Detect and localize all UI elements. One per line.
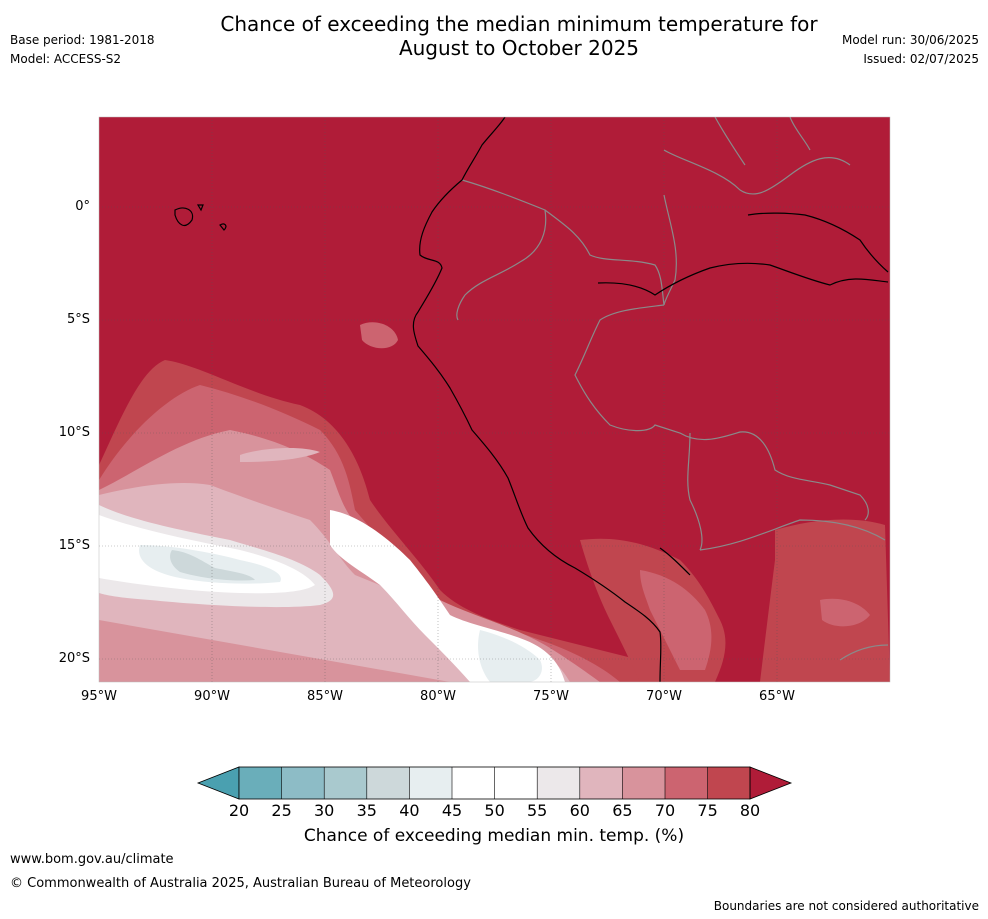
base-period-text: Base period: 1981-2018 — [10, 33, 155, 47]
colorbar-tick-50: 50 — [484, 801, 505, 820]
coastline — [174, 117, 889, 682]
colorbar-bin-70-75 — [665, 767, 708, 799]
graticule — [99, 117, 890, 682]
colorbar-tick-70: 70 — [654, 801, 676, 820]
lon-label-90w: 90°W — [194, 689, 230, 704]
colorbar-bin-25-30 — [281, 767, 325, 799]
colorbar-tick-35: 35 — [356, 801, 377, 820]
lon-label-75w: 75°W — [533, 689, 569, 704]
colorbar-tick-60: 60 — [569, 801, 590, 820]
model-text: Model: ACCESS-S2 — [10, 52, 122, 66]
lon-label-70w: 70°W — [646, 689, 682, 704]
patch-east-70-75 — [820, 598, 870, 627]
lon-label-80w: 80°W — [420, 689, 456, 704]
lon-label-95w: 95°W — [81, 689, 117, 704]
colorbar-bin-50-55 — [494, 767, 538, 799]
colorbar-bin-35-40 — [366, 767, 410, 799]
lat-label-20s: 20°S — [58, 651, 90, 666]
patch-near-6s — [360, 322, 398, 349]
colorbar-tick-45: 45 — [441, 801, 463, 820]
colorbar-tick-80: 80 — [739, 801, 761, 820]
colorbar-tick-20: 20 — [228, 801, 250, 820]
lat-label-15s: 15°S — [58, 538, 90, 553]
colorbar-tick-40: 40 — [399, 801, 420, 820]
colorbar-bin-55-60 — [537, 767, 580, 799]
issued-text: Issued: 02/07/2025 — [863, 52, 979, 66]
colorbar-extend-low — [196, 766, 240, 800]
colorbar-tick-55: 55 — [527, 801, 548, 820]
country-boundaries — [456, 117, 889, 661]
patch-near-11s — [240, 448, 320, 462]
colorbar-tick-75: 75 — [697, 801, 718, 820]
map-title: Chance of exceeding the median minimum t… — [0, 12, 988, 60]
colorbar-bin-20-25 — [239, 767, 282, 799]
lat-label-10s: 10°S — [58, 425, 90, 440]
map-frame — [98, 116, 891, 683]
title-line-1: Chance of exceeding the median minimum t… — [220, 12, 818, 36]
title-line-2: August to October 2025 — [398, 36, 640, 60]
colorbar-tick-25: 25 — [271, 801, 292, 820]
colorbar-bin-40-45 — [409, 767, 452, 799]
colorbar-bin-65-70 — [622, 767, 665, 799]
colorbar-bin-45-50 — [452, 767, 495, 799]
colorbar-bin-75-80 — [707, 767, 750, 799]
lon-label-85w: 85°W — [307, 689, 343, 704]
colorbar-tick-30: 30 — [314, 801, 335, 820]
boundaries-disclaimer: Boundaries are not considered authoritat… — [713, 899, 979, 913]
colorbar-title: Chance of exceeding median min. temp. (%… — [303, 826, 685, 846]
map-field — [99, 117, 890, 682]
region-coastal-40-45 — [478, 630, 542, 682]
colorbar-tick-65: 65 — [612, 801, 633, 820]
colorbar-extend-high — [749, 766, 793, 800]
region-altiplano-70-75 — [640, 570, 712, 670]
lat-label-5s: 5°S — [66, 312, 90, 327]
region-35-40 — [170, 550, 255, 581]
colorbar-bin-30-35 — [324, 767, 367, 799]
colorbar-dividers — [281, 767, 708, 799]
colorbar-bin-60-65 — [579, 767, 623, 799]
lat-label-0: 0° — [75, 199, 90, 214]
copyright-text: © Commonwealth of Australia 2025, Austra… — [10, 876, 471, 891]
model-run-text: Model run: 30/06/2025 — [841, 33, 979, 47]
website-link[interactable]: www.bom.gov.au/climate — [10, 852, 174, 867]
lon-label-65w: 65°W — [759, 689, 795, 704]
